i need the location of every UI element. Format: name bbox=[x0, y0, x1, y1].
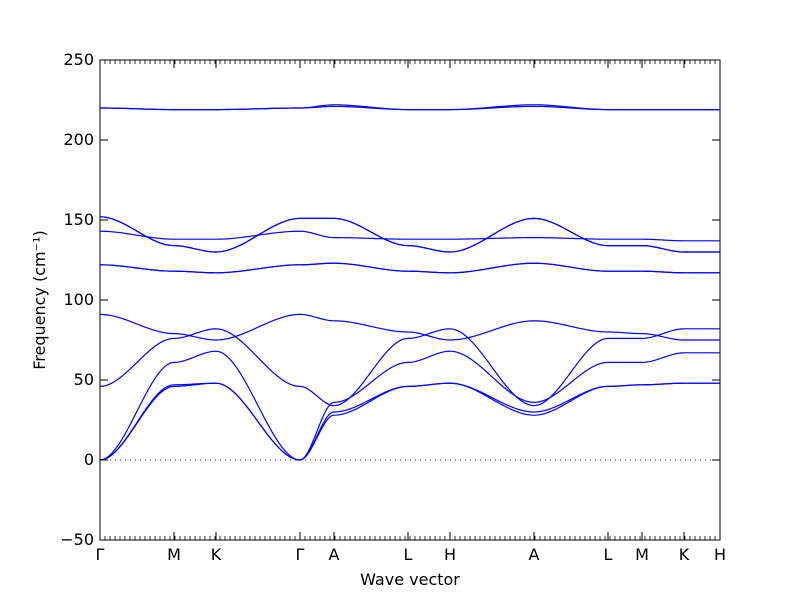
y-tick-label: 200 bbox=[63, 130, 94, 149]
y-tick-label: −50 bbox=[60, 530, 94, 549]
y-axis-label: Frequency (cm⁻¹) bbox=[30, 230, 49, 369]
series-line-5 bbox=[99, 313, 720, 341]
x-tick-label: K bbox=[211, 545, 222, 564]
x-tick-label: K bbox=[679, 545, 690, 564]
series-line-7 bbox=[99, 262, 720, 274]
series-line-12 bbox=[99, 104, 720, 111]
y-tick-label: 150 bbox=[63, 210, 94, 229]
y-axis-ticks: −50 0 50 100 150 200 250 bbox=[60, 50, 720, 549]
x-tick-label: M bbox=[635, 545, 649, 564]
y-tick-label: 250 bbox=[63, 50, 94, 69]
x-tick-label: H bbox=[444, 545, 456, 564]
x-tick-label: A bbox=[529, 545, 540, 564]
x-tick-label: L bbox=[404, 545, 413, 564]
x-tick-label: H bbox=[714, 545, 726, 564]
x-axis-label: Wave vector bbox=[360, 570, 460, 589]
plot-frame bbox=[99, 59, 721, 541]
series-line-10 bbox=[99, 216, 720, 253]
series-line-2 bbox=[99, 382, 720, 461]
y-tick-label: 100 bbox=[63, 290, 94, 309]
series-line-3 bbox=[99, 350, 720, 461]
y-tick-label: 50 bbox=[74, 370, 94, 389]
series-line-8 bbox=[99, 230, 720, 242]
x-tick-label: Γ bbox=[96, 545, 105, 564]
x-tick-label: L bbox=[604, 545, 613, 564]
x-tick-label: M bbox=[167, 545, 181, 564]
y-tick-label: 0 bbox=[84, 450, 94, 469]
series-line-4 bbox=[99, 328, 720, 407]
plot-background bbox=[100, 60, 720, 540]
x-tick-label: A bbox=[329, 545, 340, 564]
series-group bbox=[99, 104, 720, 461]
x-tick-label: Γ bbox=[296, 545, 305, 564]
